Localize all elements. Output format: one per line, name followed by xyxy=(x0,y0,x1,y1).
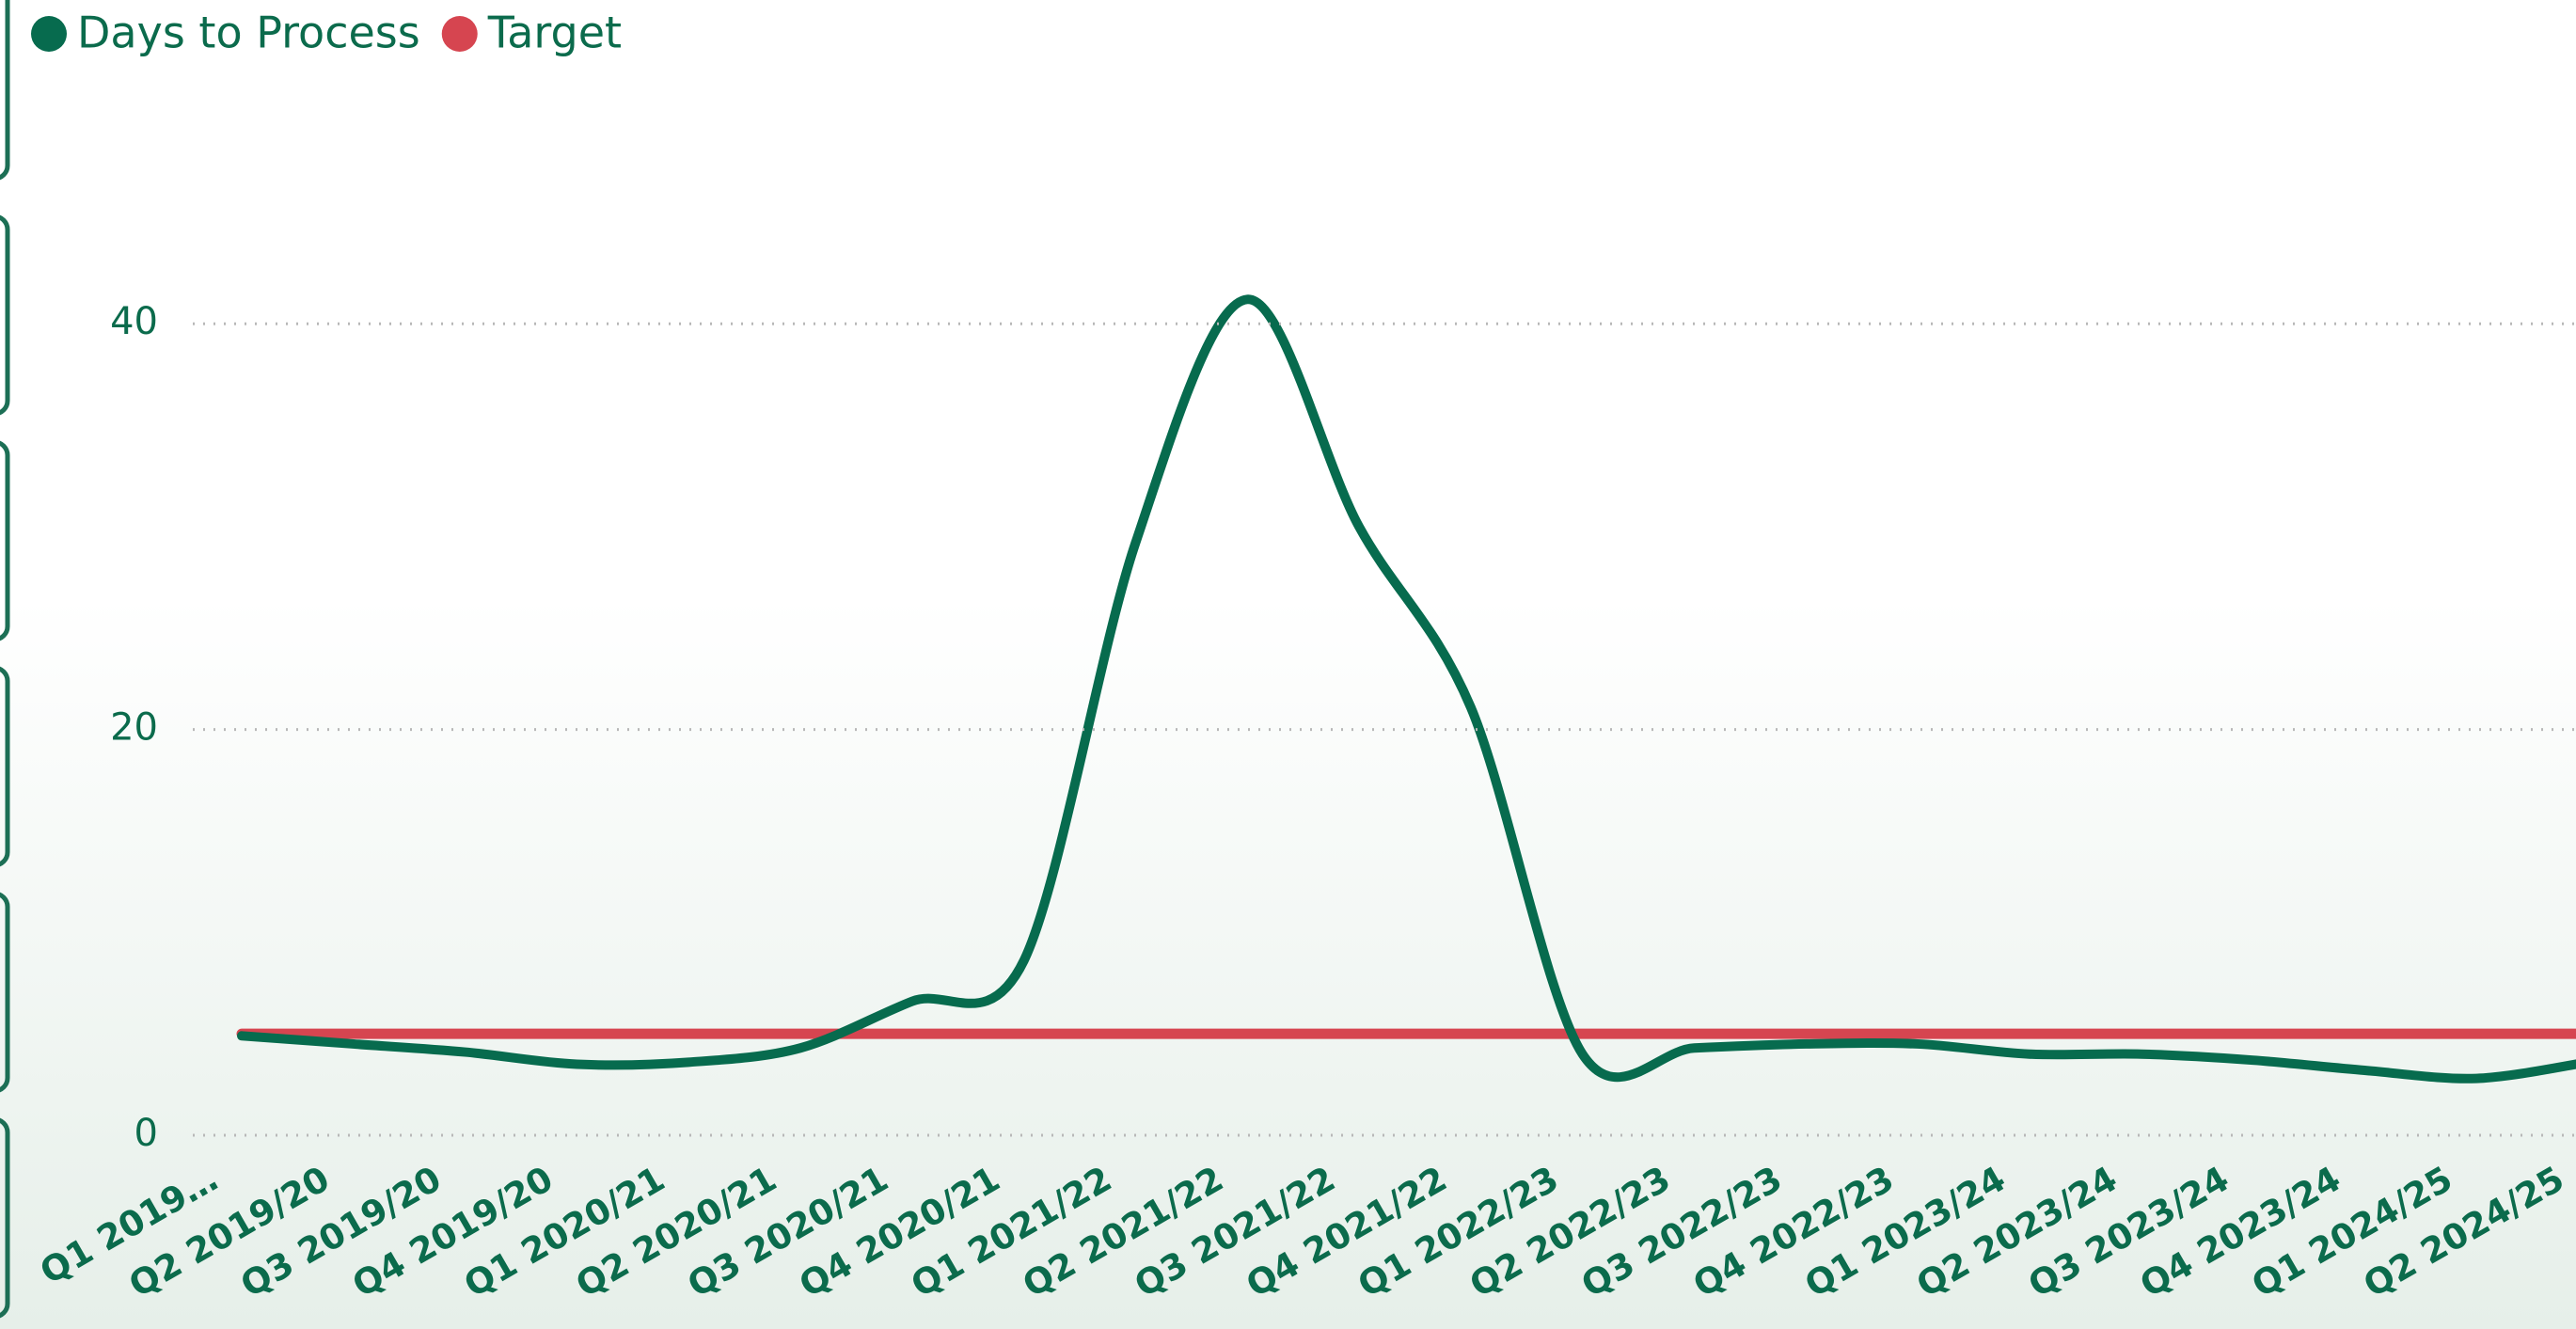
legend-marker xyxy=(31,16,67,52)
series-line xyxy=(237,294,2576,1084)
y-tick-label: 0 xyxy=(134,1112,158,1155)
y-tick-label: 20 xyxy=(110,706,158,750)
y-tick-label: 40 xyxy=(110,300,158,343)
legend-label: Days to Process xyxy=(77,8,420,58)
side-tabs xyxy=(0,0,10,1319)
legend-label: Target xyxy=(487,8,622,58)
legend-marker xyxy=(441,16,478,52)
